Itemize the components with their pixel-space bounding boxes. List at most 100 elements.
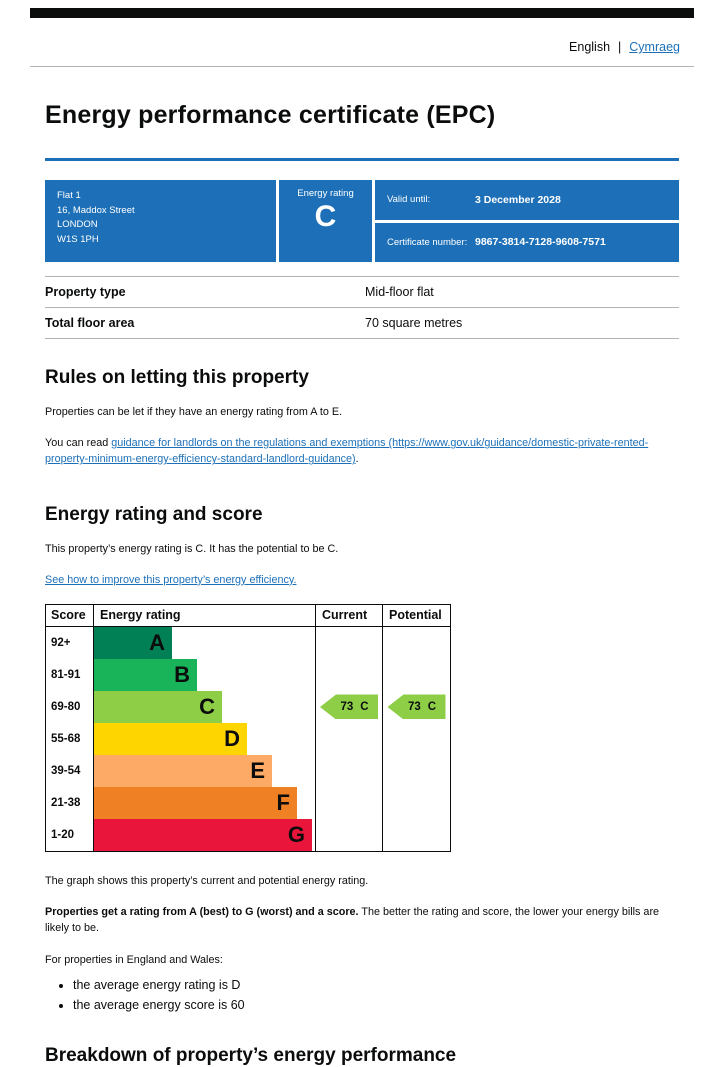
top-black-bar	[30, 8, 694, 18]
fact-label: Property type	[45, 285, 126, 299]
epc-band-row-b: 81-91 B	[46, 658, 450, 691]
band-score: 69-80	[51, 700, 81, 713]
averages-list: the average energy rating is D the avera…	[45, 977, 679, 1014]
header-score: Score	[51, 608, 86, 623]
band-bar-b: B	[94, 658, 197, 691]
guidance-suffix: .	[355, 453, 359, 466]
certificate-number-value: 9867-3814-7128-9608-7571	[475, 236, 606, 249]
current-rating-arrow: 73 C	[320, 694, 378, 720]
guidance-prefix: You can read	[45, 437, 112, 450]
epc-chart: Score Energy rating Current Potential 92…	[45, 603, 451, 852]
potential-cell	[382, 658, 450, 691]
epc-band-row-c: 69-80 C 73 C 73 C	[46, 690, 450, 723]
band-score: 1-20	[51, 828, 75, 841]
rating-explainer-rest: The better the rating and score, the low…	[45, 906, 660, 935]
table-row: Property type Mid-floor flat	[45, 276, 679, 307]
property-facts-table: Property type Mid-floor flat Total floor…	[45, 276, 679, 339]
band-bar-f: F	[94, 786, 297, 819]
epc-band-row-e: 39-54 E	[46, 754, 450, 787]
band-rating-cell: D	[93, 722, 315, 755]
certificate-number-row: Certificate number: 9867-3814-7128-9608-…	[375, 222, 679, 262]
breakdown-heading: Breakdown of property’s energy performan…	[45, 1045, 457, 1067]
potential-cell	[382, 626, 450, 659]
fact-value: 70 square metres	[365, 316, 463, 330]
band-letter: C	[199, 693, 215, 719]
epc-band-row-f: 21-38 F	[46, 786, 450, 819]
header-potential: Potential	[382, 604, 450, 626]
band-rating-cell: B	[93, 658, 315, 691]
guidance-para: You can read guidance for landlords on t…	[45, 435, 665, 467]
current-cell	[315, 818, 382, 851]
band-score: 39-54	[51, 764, 81, 777]
energy-rating-letter: C	[314, 200, 337, 233]
address-line: LONDON	[57, 219, 98, 231]
band-score: 92+	[51, 636, 71, 649]
band-letter: D	[224, 725, 240, 751]
property-address: Flat 1 16, Maddox Street LONDON W1S 1PH	[45, 180, 276, 262]
landlord-guidance-link[interactable]: guidance for landlords on the regulation…	[45, 437, 649, 466]
header-current: Current	[315, 604, 382, 626]
epc-band-row-a: 92+ A	[46, 626, 450, 659]
band-rating-cell: C	[93, 690, 315, 723]
band-rating-cell: A	[93, 626, 315, 659]
header-divider	[30, 66, 694, 67]
certificate-number-label: Certificate number:	[387, 236, 468, 248]
rating-para: This property’s energy rating is C. It h…	[45, 542, 339, 555]
chart-caption: The graph shows this property’s current …	[45, 874, 369, 887]
language-separator: |	[618, 40, 622, 54]
band-rating-cell: E	[93, 754, 315, 787]
title-rule	[45, 158, 679, 161]
certificate-summary: Flat 1 16, Maddox Street LONDON W1S 1PH …	[45, 180, 679, 262]
rules-para: Properties can be let if they have an en…	[45, 406, 343, 418]
address-line: Flat 1	[57, 190, 81, 201]
band-score: 55-68	[51, 732, 81, 745]
certificate-meta: Valid until: 3 December 2028 Certificate…	[375, 180, 679, 262]
energy-rating-box: Energy rating C	[279, 180, 372, 262]
potential-rating-letter: C	[427, 700, 437, 713]
improve-para: See how to improve this property’s energ…	[45, 572, 665, 588]
list-item: the average energy rating is D	[73, 977, 679, 994]
potential-rating-arrow: 73 C	[387, 694, 446, 720]
potential-cell: 73 C	[382, 690, 450, 723]
potential-score-value: 73	[407, 700, 421, 713]
improve-efficiency-link[interactable]: See how to improve this property’s energ…	[45, 573, 297, 586]
language-link-cymraeg[interactable]: Cymraeg	[629, 40, 680, 54]
current-cell	[315, 754, 382, 787]
list-item: the average energy score is 60	[73, 997, 679, 1014]
band-rating-cell: F	[93, 786, 315, 819]
current-rating-letter: C	[360, 700, 369, 713]
band-letter: F	[276, 789, 290, 815]
epc-chart-body: 92+ A 81-91 B 69-80 C 73 C 73 C 55-68 D 39-54 E 21-38 F…	[46, 626, 450, 851]
band-bar-d: D	[94, 722, 247, 755]
energy-rating-label: Energy rating	[297, 188, 354, 199]
band-rating-cell: G	[93, 818, 315, 851]
band-bar-a: A	[94, 626, 172, 659]
band-bar-e: E	[94, 754, 272, 787]
fact-label: Total floor area	[45, 316, 135, 330]
current-cell	[315, 626, 382, 659]
address-line: 16, Maddox Street	[57, 204, 135, 216]
page: English | Cymraeg Energy performance certi…	[30, 8, 694, 1067]
band-letter: E	[250, 757, 265, 783]
band-bar-c: C	[94, 690, 222, 723]
band-letter: B	[174, 661, 190, 687]
band-letter: A	[149, 629, 165, 655]
epc-chart-header: Score Energy rating Current Potential	[46, 604, 450, 627]
band-bar-g: G	[94, 818, 312, 851]
main-content: Energy performance certificate (EPC) Fla…	[45, 101, 679, 1067]
header-energy-rating: Energy rating	[93, 604, 315, 626]
valid-until-value: 3 December 2028	[475, 193, 561, 206]
page-title: Energy performance certificate (EPC)	[45, 101, 496, 129]
language-switcher: English | Cymraeg	[30, 18, 694, 66]
epc-band-row-g: 1-20 G	[46, 818, 450, 851]
valid-until-row: Valid until: 3 December 2028	[375, 180, 679, 220]
epc-band-row-d: 55-68 D	[46, 722, 450, 755]
current-cell	[315, 786, 382, 819]
rating-explainer-bold: Properties get a rating from A (best) to…	[45, 906, 359, 919]
band-score: 81-91	[51, 668, 81, 681]
potential-cell	[382, 722, 450, 755]
rating-explainer: Properties get a rating from A (best) to…	[45, 904, 665, 936]
table-row: Total floor area 70 square metres	[45, 307, 679, 339]
regions-intro: For properties in England and Wales:	[45, 953, 223, 966]
address-line: W1S 1PH	[57, 234, 99, 246]
